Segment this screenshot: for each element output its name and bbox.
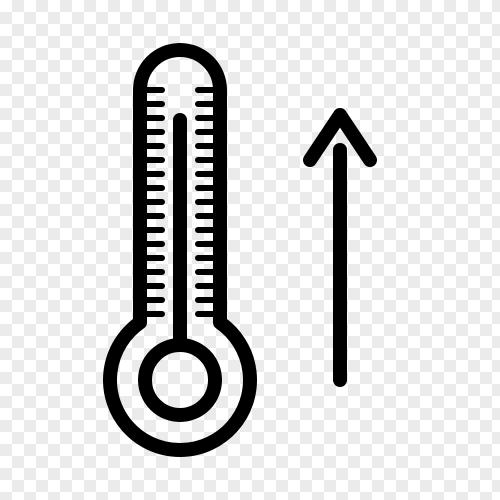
icon-canvas (0, 0, 500, 500)
thermometer-rising-icon (0, 0, 500, 500)
